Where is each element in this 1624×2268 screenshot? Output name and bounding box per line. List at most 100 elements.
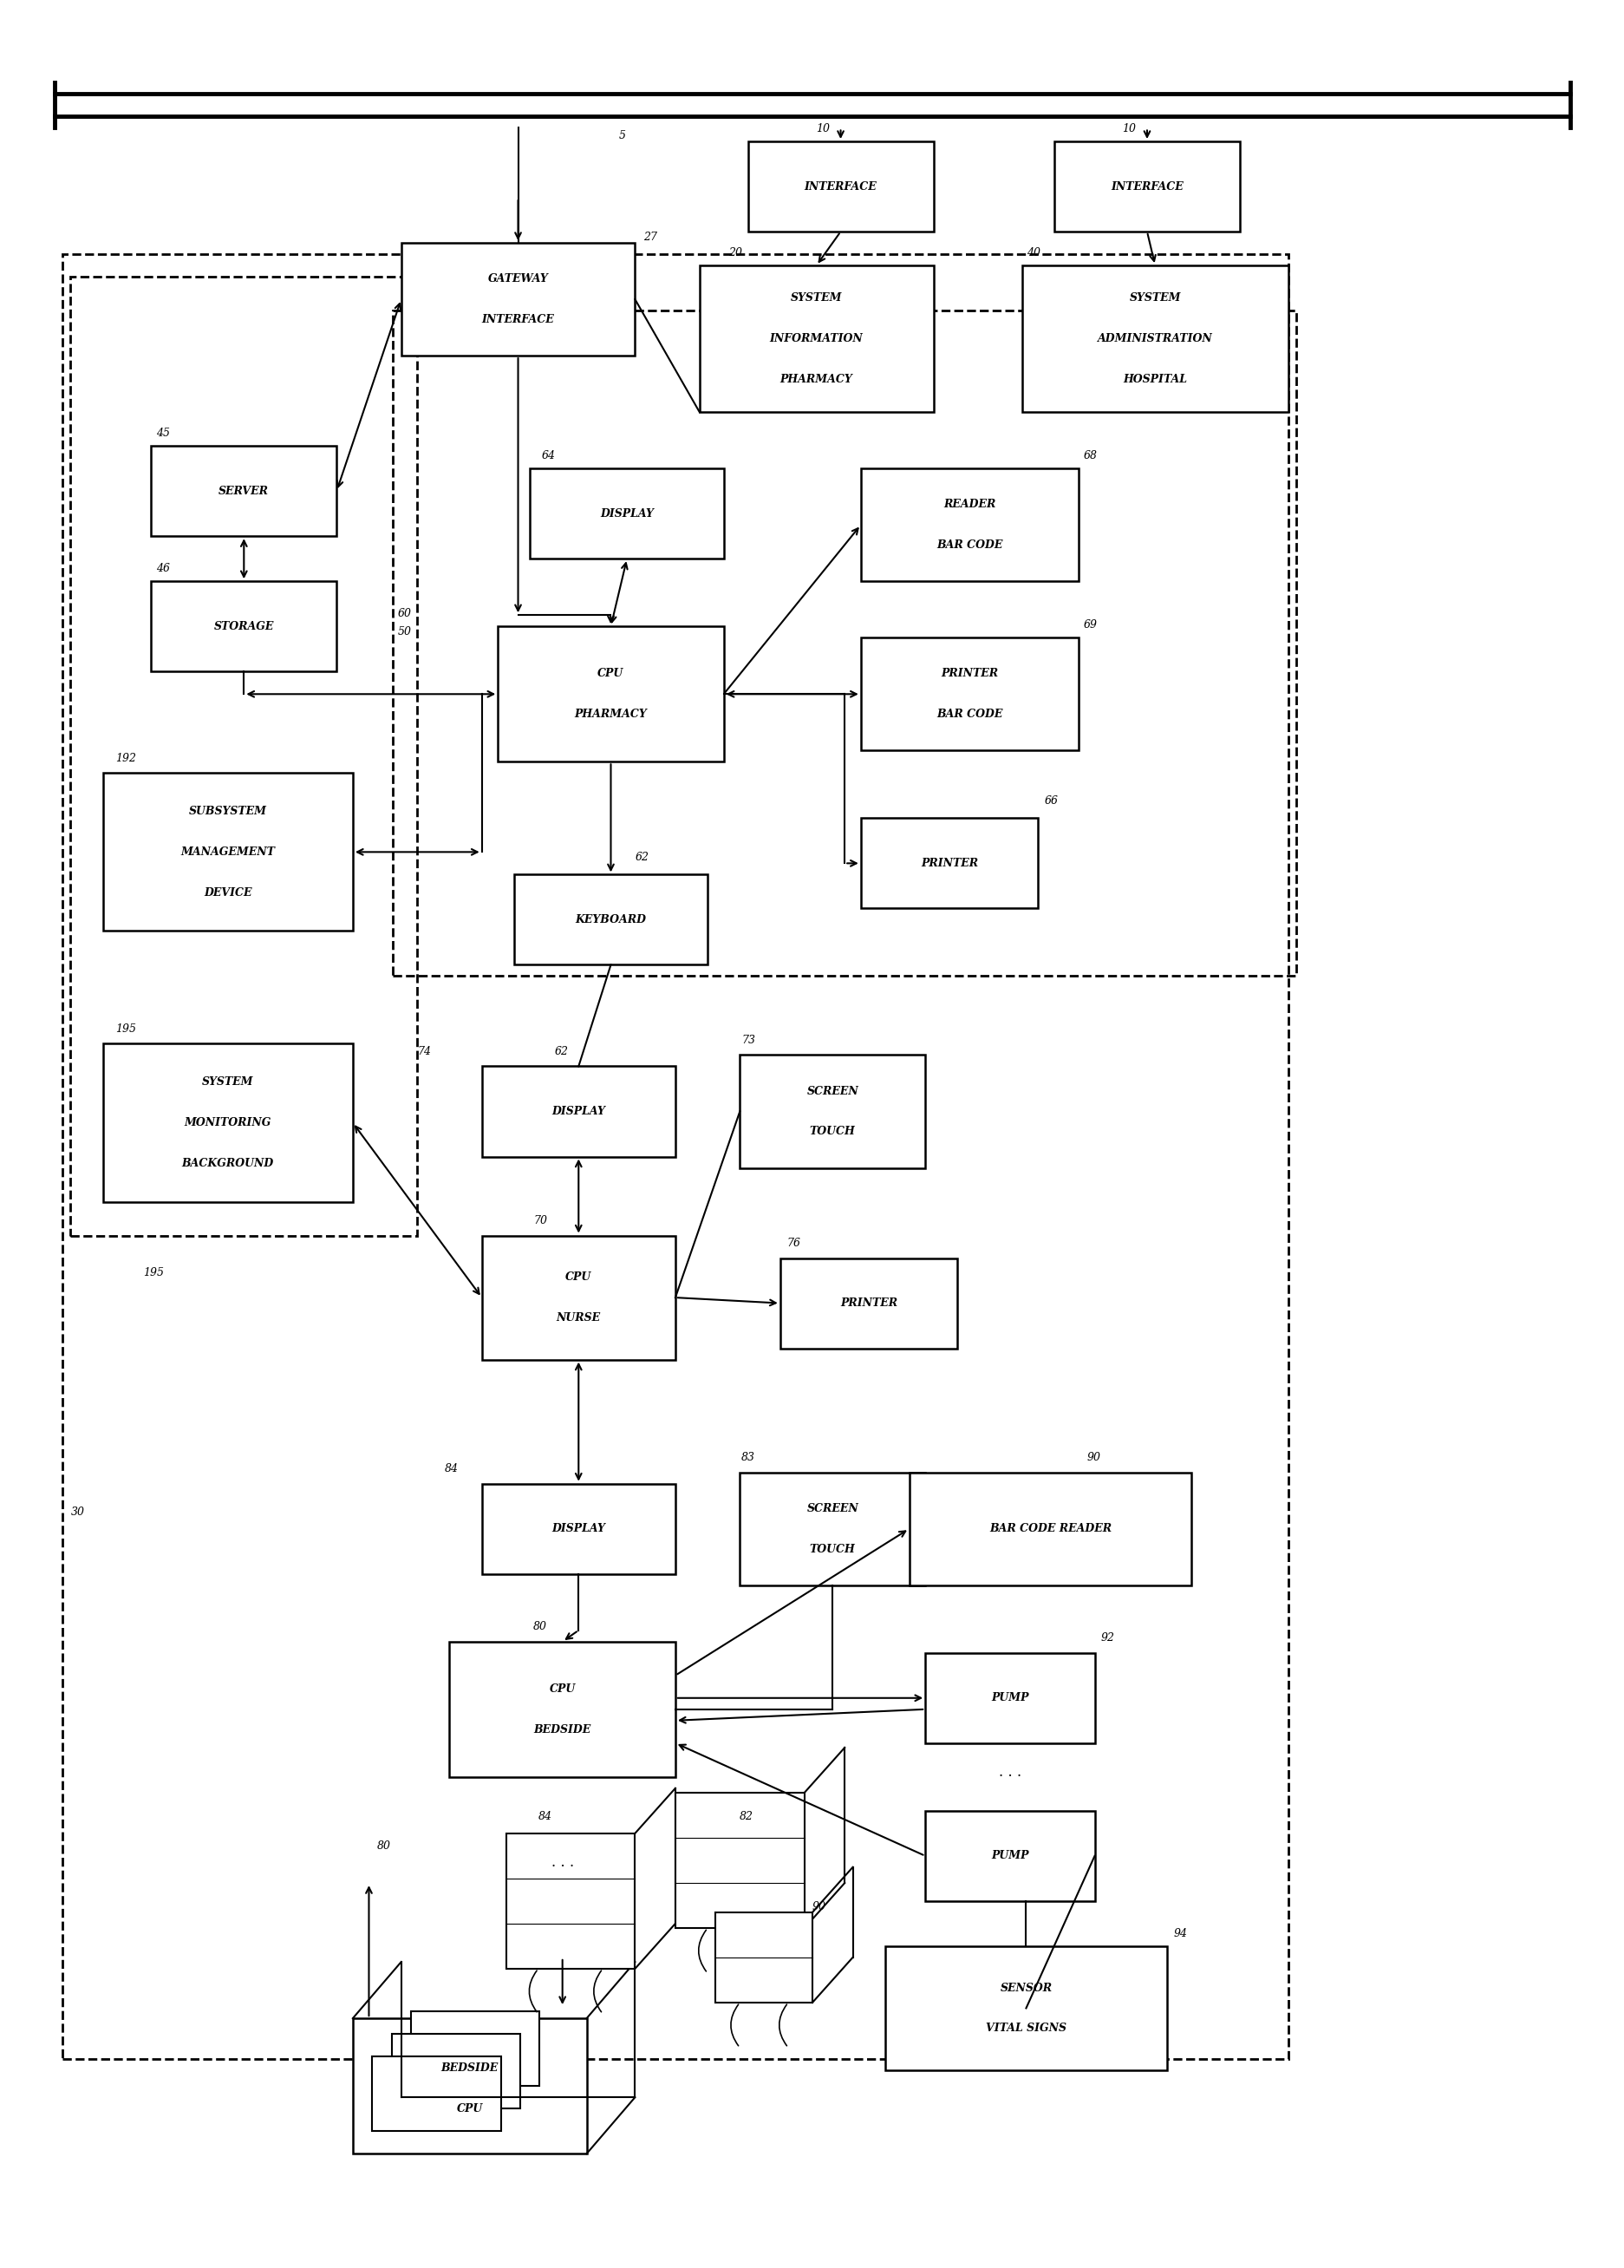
Text: 50: 50 [398, 626, 411, 637]
FancyBboxPatch shape [505, 1833, 635, 1969]
Text: 83: 83 [741, 1452, 755, 1463]
Text: GATEWAY: GATEWAY [487, 274, 547, 284]
Text: CPU: CPU [565, 1272, 591, 1284]
Text: PHARMACY: PHARMACY [575, 710, 646, 719]
Text: BEDSIDE: BEDSIDE [533, 1724, 591, 1735]
Text: BAR CODE: BAR CODE [935, 710, 1002, 719]
Text: PRINTER: PRINTER [840, 1297, 896, 1309]
Text: 10: 10 [815, 122, 830, 134]
Text: READER: READER [944, 499, 996, 510]
Text: INTERFACE: INTERFACE [482, 313, 554, 324]
Text: 80: 80 [533, 1622, 547, 1633]
Text: PUMP: PUMP [991, 1851, 1028, 1862]
Text: CPU: CPU [598, 669, 624, 680]
Text: SYSTEM: SYSTEM [201, 1077, 253, 1089]
Text: INTERFACE: INTERFACE [804, 181, 877, 193]
Text: BEDSIDE: BEDSIDE [440, 2062, 499, 2073]
Text: TOUCH: TOUCH [809, 1127, 854, 1136]
Text: 195: 195 [143, 1268, 164, 1279]
Text: SYSTEM: SYSTEM [1129, 293, 1181, 304]
Text: KEYBOARD: KEYBOARD [575, 914, 646, 925]
Text: PRINTER: PRINTER [940, 669, 997, 680]
Text: SYSTEM: SYSTEM [791, 293, 841, 304]
Text: 84: 84 [538, 1810, 552, 1821]
Text: DISPLAY: DISPLAY [599, 508, 653, 519]
Text: PUMP: PUMP [991, 1692, 1028, 1703]
Text: 90: 90 [1086, 1452, 1099, 1463]
Text: 62: 62 [554, 1046, 568, 1057]
Text: 73: 73 [741, 1034, 755, 1046]
Text: 45: 45 [156, 429, 171, 440]
Text: 82: 82 [739, 1810, 754, 1821]
Text: 40: 40 [1026, 247, 1041, 259]
Text: 30: 30 [70, 1506, 84, 1517]
FancyBboxPatch shape [885, 1946, 1166, 2071]
FancyBboxPatch shape [151, 447, 336, 535]
FancyBboxPatch shape [151, 581, 336, 671]
Text: MONITORING: MONITORING [184, 1118, 271, 1129]
FancyBboxPatch shape [450, 1642, 676, 1776]
Text: DISPLAY: DISPLAY [552, 1524, 606, 1535]
FancyBboxPatch shape [780, 1259, 957, 1347]
FancyBboxPatch shape [529, 469, 723, 558]
Text: BAR CODE: BAR CODE [935, 540, 1002, 551]
Text: SUBSYSTEM: SUBSYSTEM [188, 805, 266, 816]
Text: HOSPITAL: HOSPITAL [1122, 374, 1187, 386]
Text: 76: 76 [786, 1238, 801, 1250]
Text: · · ·: · · · [551, 1860, 573, 1876]
Text: 94: 94 [1173, 1928, 1187, 1939]
FancyBboxPatch shape [676, 1792, 804, 1928]
FancyBboxPatch shape [700, 265, 932, 413]
Text: 92: 92 [1101, 1633, 1114, 1644]
Text: 69: 69 [1083, 619, 1096, 631]
Text: 10: 10 [1122, 122, 1135, 134]
Text: 70: 70 [533, 1216, 547, 1227]
Text: 66: 66 [1044, 796, 1057, 807]
Text: STORAGE: STORAGE [214, 621, 274, 633]
Text: 5: 5 [619, 129, 625, 141]
Text: 192: 192 [115, 753, 136, 764]
Text: 80: 80 [377, 1839, 391, 1851]
FancyBboxPatch shape [102, 1043, 352, 1202]
Text: PHARMACY: PHARMACY [780, 374, 853, 386]
FancyBboxPatch shape [924, 1653, 1095, 1744]
Text: CPU: CPU [456, 2102, 482, 2114]
FancyBboxPatch shape [861, 469, 1078, 581]
FancyBboxPatch shape [482, 1483, 676, 1574]
Text: CPU: CPU [549, 1683, 575, 1694]
FancyBboxPatch shape [497, 626, 723, 762]
Text: 68: 68 [1083, 451, 1096, 463]
Text: 46: 46 [156, 562, 171, 574]
Text: · · ·: · · · [999, 1769, 1021, 1785]
FancyBboxPatch shape [401, 243, 635, 356]
FancyBboxPatch shape [102, 773, 352, 930]
FancyBboxPatch shape [715, 1912, 812, 2003]
Text: 62: 62 [635, 853, 648, 864]
FancyBboxPatch shape [391, 2034, 520, 2109]
FancyBboxPatch shape [909, 1472, 1190, 1585]
FancyBboxPatch shape [747, 141, 932, 231]
FancyBboxPatch shape [1021, 265, 1288, 413]
Text: SCREEN: SCREEN [806, 1504, 857, 1515]
Text: VITAL SIGNS: VITAL SIGNS [986, 2023, 1065, 2034]
FancyBboxPatch shape [482, 1066, 676, 1157]
FancyBboxPatch shape [924, 1810, 1095, 1901]
Text: 64: 64 [541, 451, 555, 463]
Text: 20: 20 [728, 247, 742, 259]
FancyBboxPatch shape [861, 819, 1038, 909]
Text: TOUCH: TOUCH [809, 1545, 854, 1556]
Text: DISPLAY: DISPLAY [552, 1107, 606, 1118]
FancyBboxPatch shape [352, 2019, 586, 2155]
Text: BACKGROUND: BACKGROUND [182, 1157, 274, 1168]
Text: SCREEN: SCREEN [806, 1086, 857, 1098]
Text: 84: 84 [445, 1463, 458, 1474]
FancyBboxPatch shape [513, 875, 706, 964]
Text: PRINTER: PRINTER [921, 857, 978, 869]
Text: SENSOR: SENSOR [999, 1982, 1052, 1994]
Text: 27: 27 [643, 231, 656, 243]
FancyBboxPatch shape [482, 1236, 676, 1359]
FancyBboxPatch shape [739, 1472, 924, 1585]
Text: ADMINISTRATION: ADMINISTRATION [1098, 333, 1212, 345]
Text: INFORMATION: INFORMATION [770, 333, 862, 345]
Text: INTERFACE: INTERFACE [1111, 181, 1182, 193]
